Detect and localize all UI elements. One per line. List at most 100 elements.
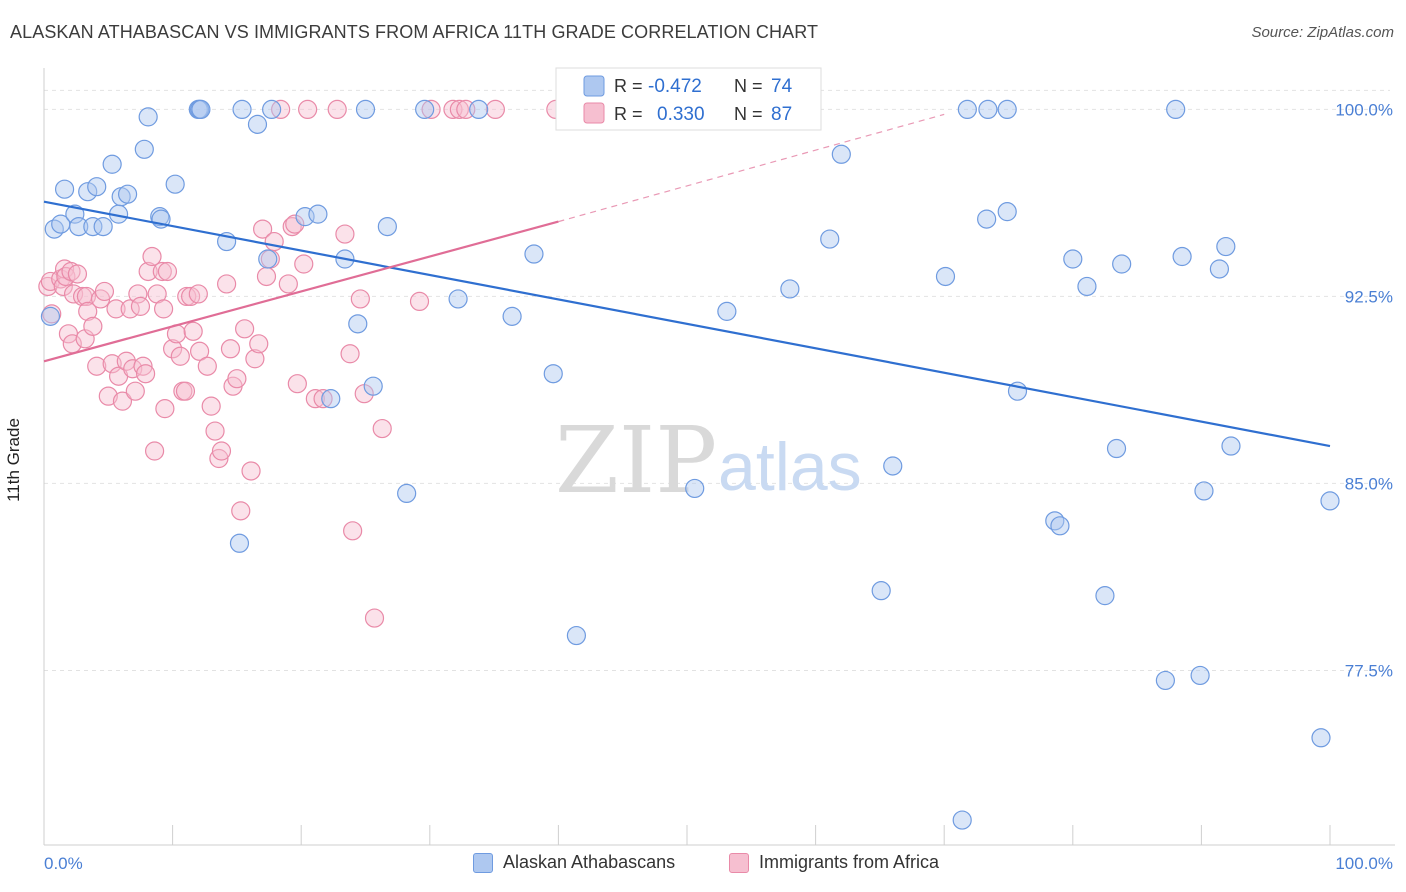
point-alaskan-athabascan (262, 99, 282, 120)
point-immigrants-from-africa (130, 296, 151, 316)
legend-item-immigrants-from-africa[interactable]: Immigrants from Africa (729, 852, 939, 873)
point-immigrants-from-africa (183, 321, 203, 341)
point-alaskan-athabascan (1194, 481, 1214, 501)
point-immigrants-from-africa (142, 246, 162, 267)
point-immigrants-from-africa (175, 381, 196, 401)
point-alaskan-athabascan (1077, 276, 1097, 297)
point-alaskan-athabascan (1190, 665, 1210, 686)
point-alaskan-athabascan (229, 533, 250, 553)
point-immigrants-from-africa (350, 289, 370, 309)
point-immigrants-from-africa (327, 99, 347, 120)
watermark-zip: ZIP (555, 407, 717, 514)
point-alaskan-athabascan (232, 99, 252, 120)
point-immigrants-from-africa (112, 391, 133, 411)
point-immigrants-from-africa (125, 381, 145, 401)
point-alaskan-athabascan (377, 217, 397, 237)
x-tick-label: 0.0% (44, 854, 83, 873)
point-immigrants-from-africa (421, 99, 441, 120)
point-alaskan-athabascan (566, 625, 587, 646)
point-immigrants-from-africa (278, 274, 298, 294)
point-alaskan-athabascan (138, 107, 158, 127)
point-alaskan-athabascan (1311, 728, 1331, 748)
legend-swatch-pink-bottom (729, 852, 749, 873)
trend-line-immigrants-from-africa (43, 220, 559, 363)
point-immigrants-from-africa (135, 364, 156, 384)
point-alaskan-athabascan (1155, 670, 1175, 691)
trend-line-alaskan-athabascans (43, 200, 1331, 448)
y-tick-label: 77.5% (1345, 661, 1393, 680)
source-credit: Source: ZipAtlas.com (1251, 24, 1394, 41)
legend-item-alaskan-athabascans[interactable]: Alaskan Athabascans (473, 852, 675, 873)
point-alaskan-athabascan (321, 389, 341, 409)
point-immigrants-from-africa (163, 339, 183, 359)
point-immigrants-from-africa (211, 441, 232, 461)
point-alaskan-athabascan (397, 483, 417, 504)
point-alaskan-athabascan (1320, 491, 1340, 511)
point-alaskan-athabascan (935, 266, 956, 287)
point-alaskan-athabascan (87, 177, 107, 197)
point-alaskan-athabascan (65, 204, 85, 224)
point-immigrants-from-africa (157, 261, 178, 282)
trend-line-extension-immigrants-from-africa (558, 113, 945, 223)
point-alaskan-athabascan (831, 144, 851, 164)
point-immigrants-from-africa (364, 608, 385, 628)
point-immigrants-from-africa (205, 421, 225, 441)
point-alaskan-athabascan (117, 184, 138, 204)
point-immigrants-from-africa (190, 341, 210, 361)
point-immigrants-from-africa (155, 399, 175, 419)
point-immigrants-from-africa (197, 356, 217, 376)
point-immigrants-from-africa (253, 219, 273, 239)
watermark-atlas: atlas (718, 429, 862, 505)
point-alaskan-athabascan (448, 289, 468, 309)
tick-labels: 77.5% 85.0% 92.5% 100.0% 0.0% 100.0% (44, 100, 1393, 873)
legend-r-value-2: 0.330 (657, 104, 705, 125)
point-immigrants-from-africa (409, 291, 430, 312)
point-alaskan-athabascan (1221, 436, 1241, 456)
point-alaskan-athabascan (1112, 254, 1132, 274)
point-alaskan-athabascan (1050, 516, 1070, 536)
point-alaskan-athabascan (1216, 236, 1236, 257)
point-immigrants-from-africa (245, 349, 265, 369)
point-alaskan-athabascan (308, 204, 328, 224)
point-immigrants-from-africa (220, 339, 241, 359)
legend-swatch-pink (583, 102, 605, 124)
point-immigrants-from-africa (340, 344, 360, 364)
legend-n-label-1: N = (734, 76, 763, 96)
point-immigrants-from-africa (128, 284, 148, 304)
legend-box: R = -0.472 N = 74 R = 0.330 N = 87 (555, 67, 822, 131)
point-immigrants-from-africa (76, 286, 97, 307)
point-alaskan-athabascan (502, 306, 522, 326)
point-alaskan-athabascan (40, 306, 61, 326)
point-alaskan-athabascan (258, 249, 278, 269)
point-immigrants-from-africa (201, 396, 221, 416)
point-immigrants-from-africa (209, 448, 229, 469)
point-immigrants-from-africa (343, 521, 363, 541)
chart-title: ALASKAN ATHABASCAN VS IMMIGRANTS FROM AF… (10, 22, 819, 42)
y-tick-label: 85.0% (1345, 474, 1393, 493)
point-immigrants-from-africa (241, 461, 261, 481)
point-immigrants-from-africa (98, 386, 118, 406)
point-immigrants-from-africa (298, 99, 318, 120)
point-alaskan-athabascan (1166, 99, 1186, 120)
point-immigrants-from-africa (485, 99, 505, 120)
point-alaskan-athabascan (871, 581, 891, 601)
point-immigrants-from-africa (188, 284, 208, 304)
legend-r-value-1: -0.472 (648, 76, 702, 97)
axes (43, 68, 1395, 846)
point-immigrants-from-africa (152, 261, 172, 282)
series-alaskan-athabascans (40, 99, 1340, 830)
point-alaskan-athabascan (997, 99, 1017, 120)
y-tick-label: 92.5% (1345, 287, 1393, 306)
x-tick-label: 100.0% (1335, 854, 1393, 873)
point-immigrants-from-africa (153, 299, 174, 319)
point-alaskan-athabascan (469, 99, 489, 120)
point-immigrants-from-africa (106, 299, 126, 319)
legend-n-value-1: 74 (771, 76, 793, 97)
point-alaskan-athabascan (820, 229, 840, 249)
legend-n-value-2: 87 (771, 104, 792, 125)
point-immigrants-from-africa (372, 418, 392, 439)
point-alaskan-athabascan (247, 114, 268, 134)
trend-lines (43, 113, 1331, 448)
point-immigrants-from-africa (170, 346, 190, 366)
point-immigrants-from-africa (449, 99, 469, 120)
